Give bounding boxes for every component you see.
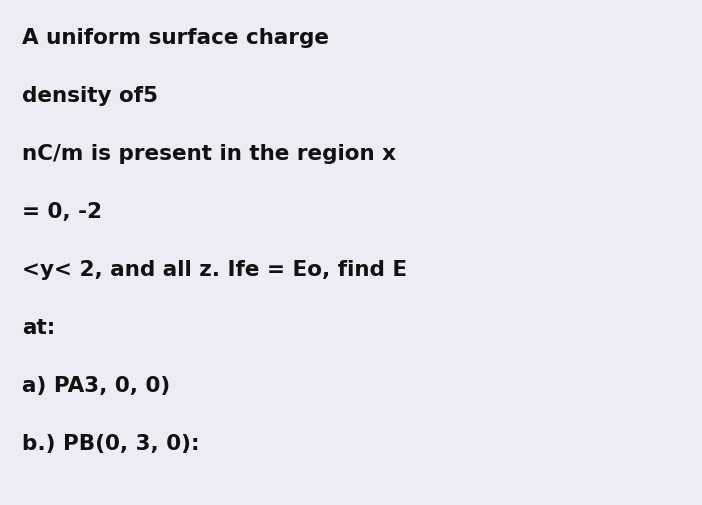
Text: = 0, -2: = 0, -2 xyxy=(22,202,102,222)
Text: <y< 2, and all z. Ife = Eo, find E: <y< 2, and all z. Ife = Eo, find E xyxy=(22,260,407,280)
Text: nC/m is present in the region x: nC/m is present in the region x xyxy=(22,144,396,164)
Text: density of5: density of5 xyxy=(22,86,158,106)
Text: b.) PB(0, 3, 0):: b.) PB(0, 3, 0): xyxy=(22,434,199,454)
Text: a) PA3, 0, 0): a) PA3, 0, 0) xyxy=(22,376,171,396)
Text: A uniform surface charge: A uniform surface charge xyxy=(22,28,329,48)
Text: at:: at: xyxy=(22,318,55,338)
